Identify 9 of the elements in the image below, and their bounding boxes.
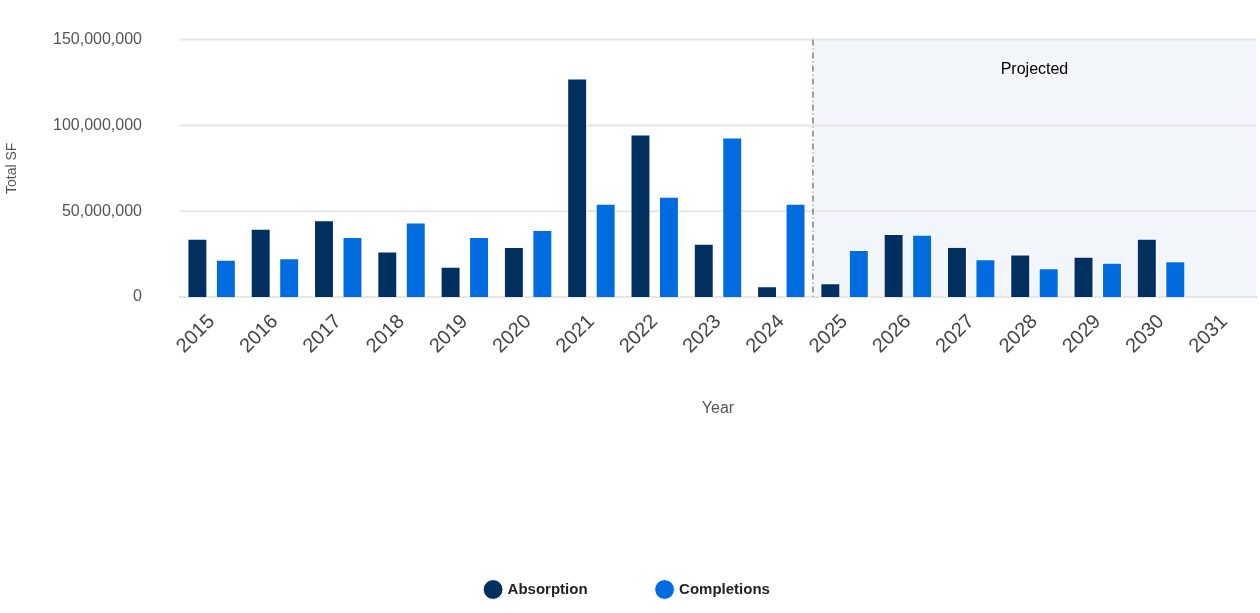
legend-label: Completions	[679, 579, 770, 597]
y-axis-title: Total SF	[3, 142, 20, 194]
band-label: Projected	[1000, 60, 1069, 78]
x-axis-title: Year	[701, 399, 735, 417]
y-tick-label: 150,000,000	[53, 30, 143, 48]
legend-label: Absorption	[507, 579, 588, 597]
y-tick-label: 50,000,000	[61, 201, 143, 219]
y-tick-label: 100,000,000	[53, 115, 143, 133]
y-tick-label: 0	[133, 287, 143, 305]
